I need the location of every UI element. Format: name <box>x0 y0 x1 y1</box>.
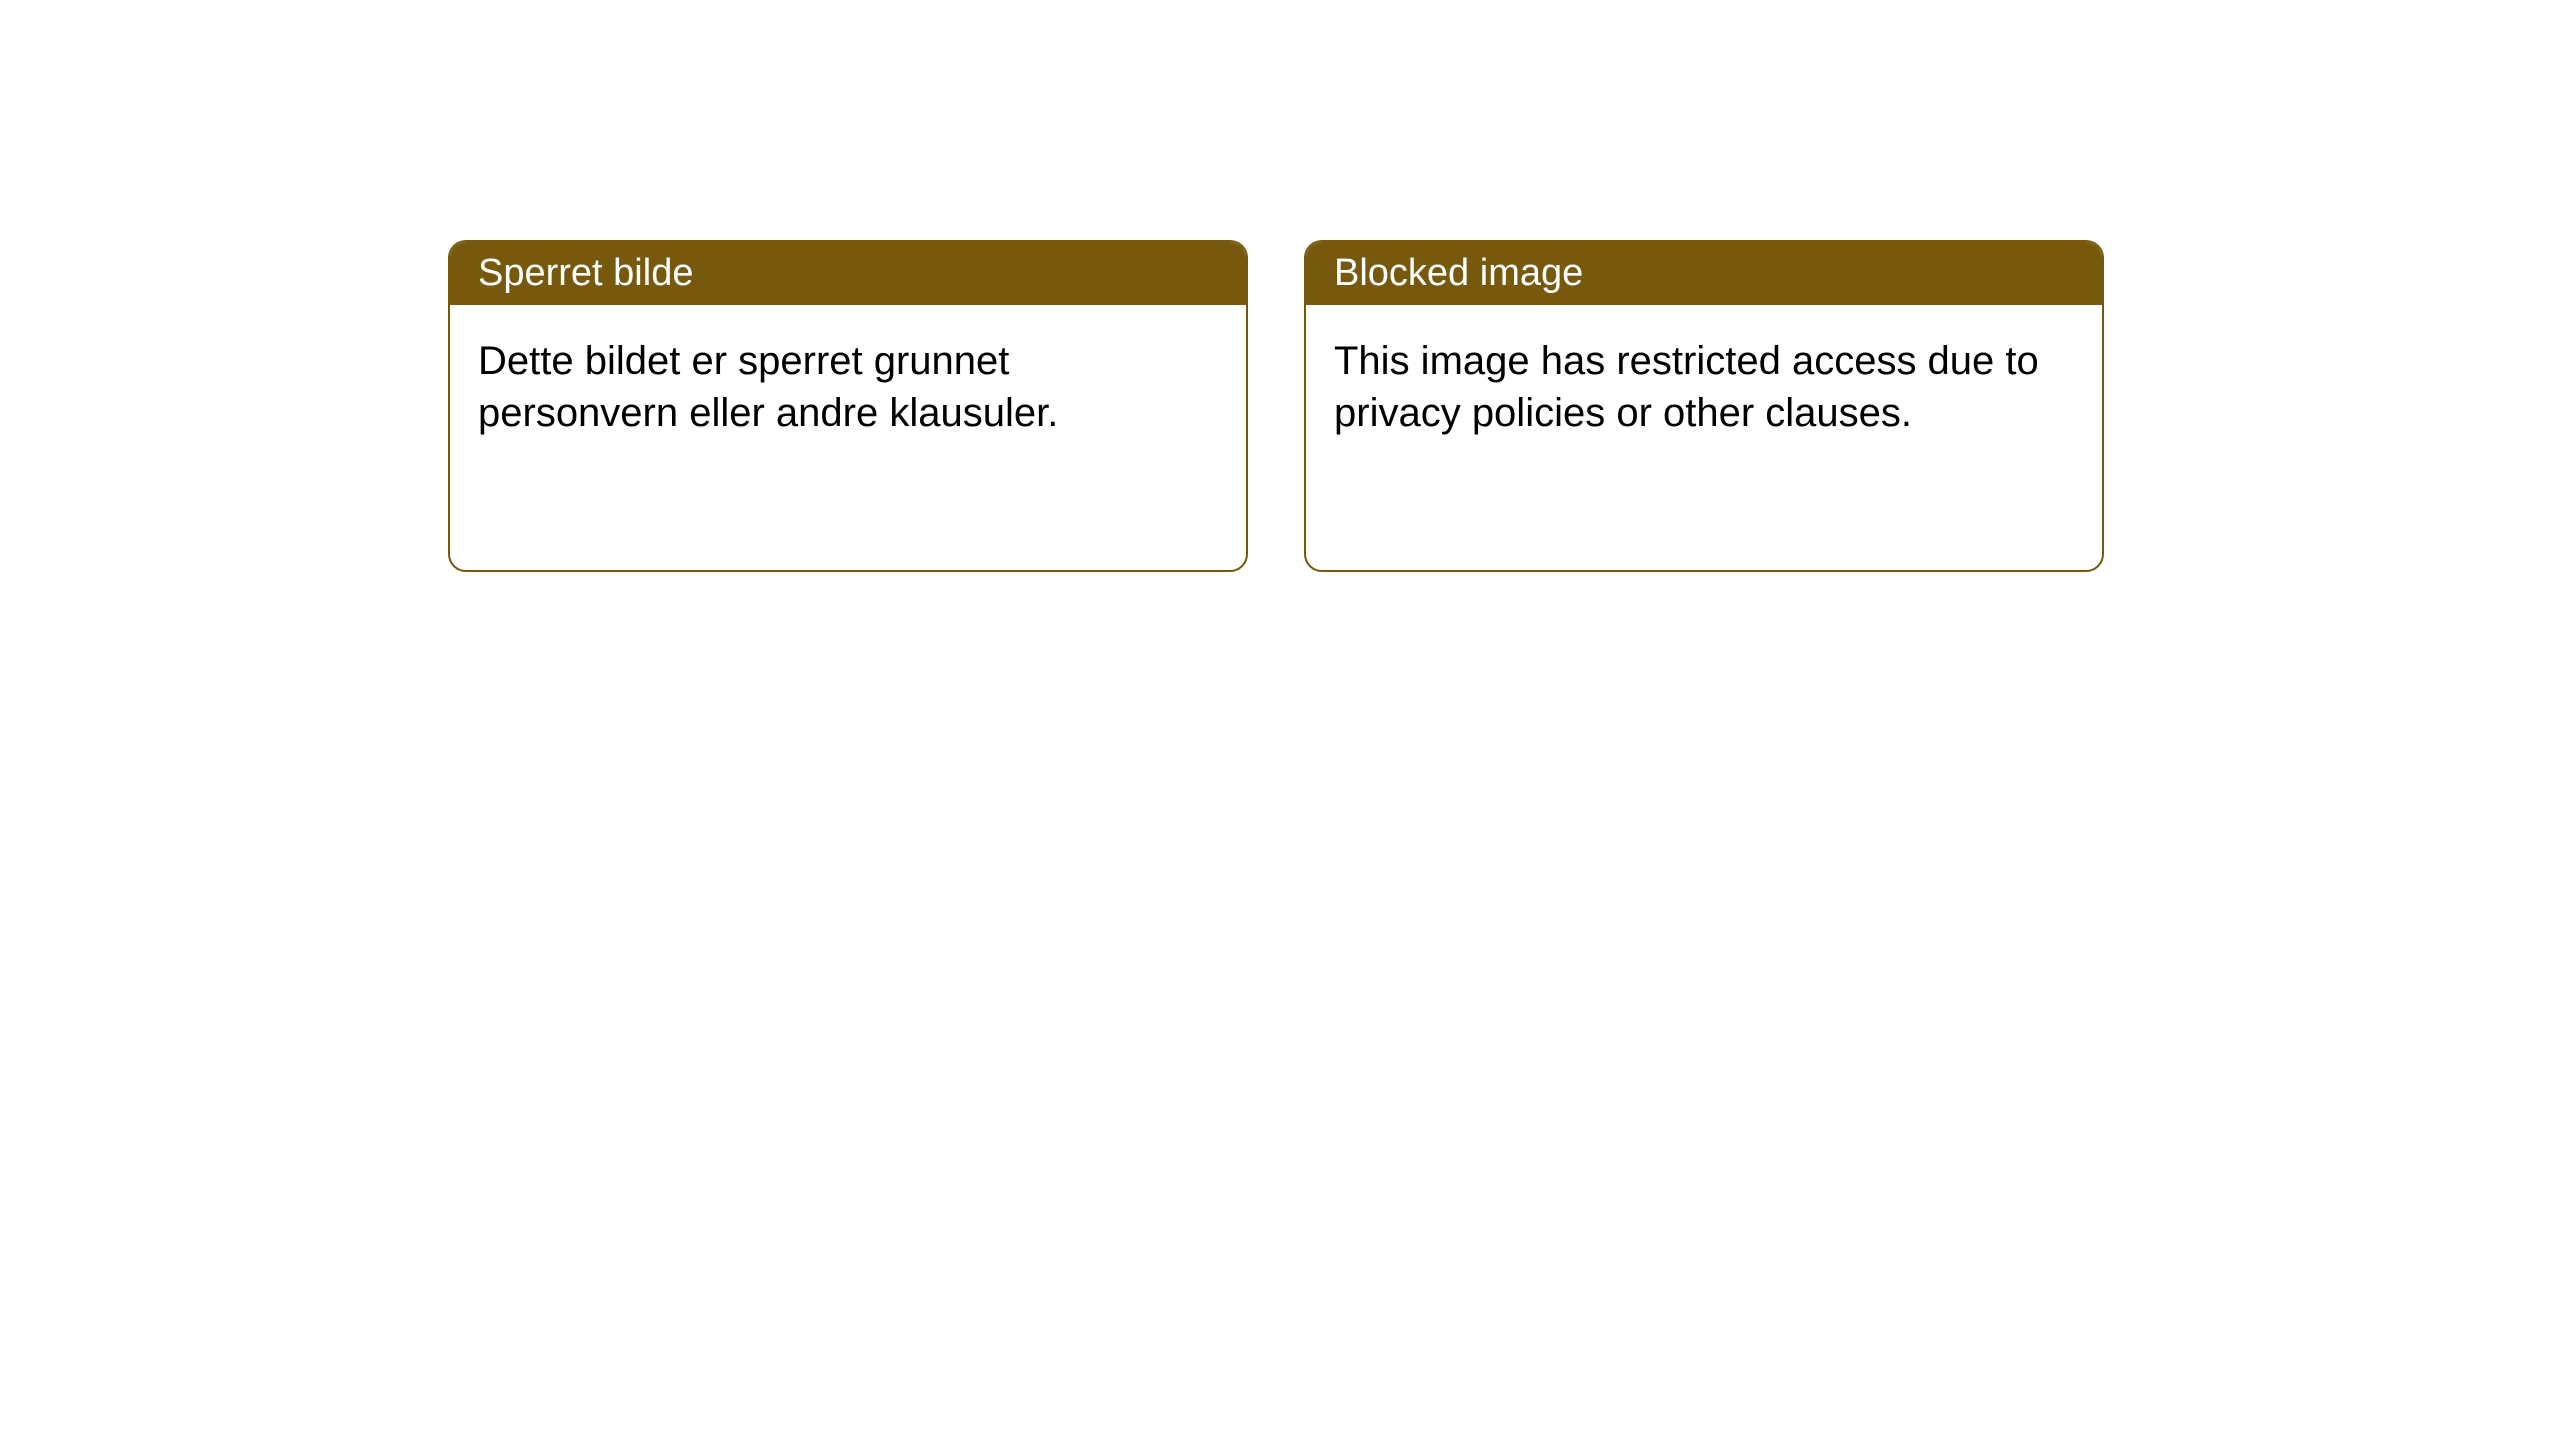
notice-body-english: This image has restricted access due to … <box>1306 305 2102 469</box>
notice-header-english: Blocked image <box>1306 242 2102 305</box>
notice-body-norwegian: Dette bildet er sperret grunnet personve… <box>450 305 1246 469</box>
notice-card-english: Blocked image This image has restricted … <box>1304 240 2104 572</box>
notice-header-norwegian: Sperret bilde <box>450 242 1246 305</box>
notice-card-norwegian: Sperret bilde Dette bildet er sperret gr… <box>448 240 1248 572</box>
notice-container: Sperret bilde Dette bildet er sperret gr… <box>448 240 2104 572</box>
